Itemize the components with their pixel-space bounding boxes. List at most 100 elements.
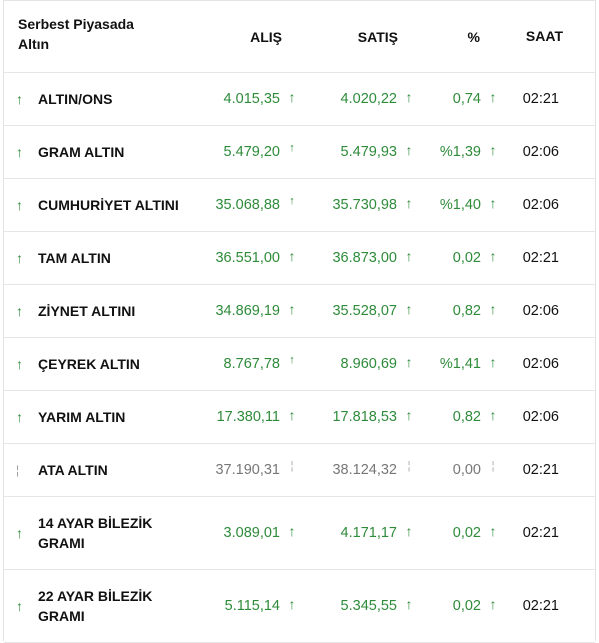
row-buy: 8.767,78 — [223, 356, 280, 372]
row-pct: 0,74 — [452, 91, 481, 107]
col-header-buy[interactable]: ALIŞ — [250, 28, 282, 45]
row-name[interactable]: ZİYNET ALTINI — [38, 303, 136, 319]
row-name[interactable]: CUMHURİYET ALTINI — [38, 197, 179, 213]
arrow-up-icon: ↑ — [288, 89, 296, 105]
arrow-up-icon: ↑ — [489, 301, 497, 317]
arrow-up-icon: ↑ — [489, 407, 497, 423]
arrow-up-icon: ↑ — [489, 195, 497, 211]
row-time: 02:06 — [522, 303, 559, 319]
row-buy: 4.015,35 — [223, 91, 280, 107]
arrow-up-icon: ↑ — [16, 356, 23, 372]
table-row[interactable]: ↑ ÇEYREK ALTIN 8.767,78 ↑ 8.960,69 ↑ %1,41… — [4, 338, 595, 391]
row-name[interactable]: ATA ALTIN — [38, 462, 108, 478]
arrow-up-icon: ↑ — [289, 195, 295, 207]
row-buy: 37.190,31 — [215, 462, 280, 478]
arrow-up-icon: ↑ — [489, 596, 497, 612]
row-buy: 5.115,14 — [224, 598, 280, 614]
dash-icon: ¦ — [407, 460, 411, 472]
arrow-up-icon: ↑ — [405, 89, 413, 105]
table-row[interactable]: ↑ ALTIN/ONS 4.015,35 ↑ 4.020,22 ↑ 0,74 ↑ 02… — [4, 73, 595, 126]
arrow-up-icon: ↑ — [489, 142, 497, 158]
row-name[interactable]: ALTIN/ONS — [38, 91, 113, 107]
arrow-up-icon: ↑ — [16, 197, 23, 213]
arrow-up-icon: ↑ — [405, 596, 413, 612]
row-buy: 3.089,01 — [223, 525, 280, 541]
arrow-up-icon: ↑ — [489, 89, 497, 105]
arrow-up-icon: ↑ — [405, 195, 413, 211]
row-sell: 17.818,53 — [332, 409, 397, 425]
row-sell: 5.479,93 — [340, 144, 397, 160]
arrow-up-icon: ↑ — [405, 142, 413, 158]
row-time: 02:21 — [522, 462, 559, 478]
row-sell: 4.171,17 — [340, 525, 397, 541]
row-time: 02:06 — [522, 356, 559, 372]
arrow-up-icon: ↑ — [489, 248, 497, 264]
row-pct: 0,82 — [452, 409, 481, 425]
row-time: 02:21 — [522, 598, 559, 614]
table-row[interactable]: ↑ CUMHURİYET ALTINI 35.068,88 ↑ 35.730,98… — [4, 179, 595, 232]
arrow-up-icon: ↑ — [16, 144, 23, 160]
table-row[interactable]: ↑ TAM ALTIN 36.551,00 ↑ 36.873,00 ↑ 0,02 ↑ … — [4, 232, 595, 285]
row-time: 02:21 — [522, 91, 559, 107]
table-row[interactable]: ↑ YARIM ALTIN 17.380,11 ↑ 17.818,53 ↑ 0,82… — [4, 391, 595, 444]
arrow-up-icon: ↑ — [288, 596, 296, 612]
table-row[interactable]: ↑ ZİYNET ALTINI 34.869,19 ↑ 35.528,07 ↑ 0,… — [4, 285, 595, 338]
arrow-up-icon: ↑ — [489, 523, 497, 539]
col-header-time[interactable]: SAAT — [525, 27, 563, 44]
table-row[interactable]: ↑ 14 AYAR BİLEZİK GRAMI 3.089,01 ↑ 4.171,… — [4, 497, 595, 570]
row-sell: 35.730,98 — [332, 197, 397, 213]
table-row[interactable]: ¦ ATA ALTIN 37.190,31 ¦ 38.124,32 ¦ 0,00 ¦ … — [4, 444, 595, 497]
row-time: 02:06 — [522, 197, 559, 213]
col-header-sell[interactable]: SATIŞ — [357, 28, 398, 45]
row-pct: 0,02 — [452, 525, 481, 541]
arrow-up-icon: ↑ — [289, 354, 295, 366]
dash-icon: ¦ — [16, 463, 20, 477]
col-header-pct[interactable]: % — [467, 28, 480, 45]
row-name[interactable]: YARIM ALTIN — [38, 409, 126, 425]
row-sell: 4.020,22 — [340, 91, 397, 107]
table-header: Serbest Piyasada Altın ALIŞ SATIŞ % SAAT — [4, 1, 595, 73]
arrow-up-icon: ↑ — [16, 525, 23, 541]
dash-icon: ¦ — [491, 460, 495, 472]
gold-price-table: Serbest Piyasada Altın ALIŞ SATIŞ % SAAT… — [3, 0, 596, 643]
arrow-up-icon: ↑ — [405, 407, 413, 423]
row-sell: 5.345,55 — [340, 598, 397, 614]
row-pct: 0,00 — [452, 462, 481, 478]
arrow-up-icon: ↑ — [489, 354, 497, 370]
row-sell: 38.124,32 — [332, 462, 397, 478]
arrow-up-icon: ↑ — [405, 301, 413, 317]
arrow-up-icon: ↑ — [405, 354, 413, 370]
arrow-up-icon: ↑ — [405, 523, 413, 539]
row-buy: 36.551,00 — [215, 250, 280, 266]
arrow-up-icon: ↑ — [288, 248, 296, 264]
arrow-up-icon: ↑ — [16, 250, 23, 266]
row-sell: 35.528,07 — [332, 303, 397, 319]
row-sell: 8.960,69 — [340, 356, 397, 372]
arrow-up-icon: ↑ — [405, 248, 413, 264]
row-time: 02:06 — [522, 144, 559, 160]
arrow-up-icon: ↑ — [289, 142, 295, 154]
row-pct: %1,41 — [439, 356, 481, 372]
table-row[interactable]: ↑ GRAM ALTIN 5.479,20 ↑ 5.479,93 ↑ %1,39 ↑ … — [4, 126, 595, 179]
row-buy: 17.380,11 — [216, 409, 280, 425]
dash-icon: ¦ — [290, 460, 294, 472]
row-name[interactable]: 14 AYAR BİLEZİK GRAMI — [38, 515, 153, 551]
row-sell: 36.873,00 — [332, 250, 397, 266]
arrow-up-icon: ↑ — [16, 409, 23, 425]
row-name[interactable]: TAM ALTIN — [38, 250, 111, 266]
table-row[interactable]: ↑ 22 AYAR BİLEZİK GRAMI 5.115,14 ↑ 5.345,… — [4, 570, 595, 643]
row-buy: 35.068,88 — [215, 197, 280, 213]
row-name[interactable]: ÇEYREK ALTIN — [38, 356, 140, 372]
row-time: 02:21 — [522, 525, 559, 541]
arrow-up-icon: ↑ — [16, 91, 23, 107]
row-pct: %1,39 — [439, 144, 481, 160]
arrow-up-icon: ↑ — [16, 598, 23, 614]
row-pct: 0,02 — [452, 598, 481, 614]
row-name[interactable]: 22 AYAR BİLEZİK GRAMI — [38, 588, 153, 624]
arrow-up-icon: ↑ — [288, 407, 296, 423]
arrow-up-icon: ↑ — [288, 301, 296, 317]
row-name[interactable]: GRAM ALTIN — [38, 144, 125, 160]
table-title: Serbest Piyasada Altın — [18, 15, 134, 52]
row-time: 02:21 — [522, 250, 559, 266]
row-buy: 5.479,20 — [223, 144, 280, 160]
